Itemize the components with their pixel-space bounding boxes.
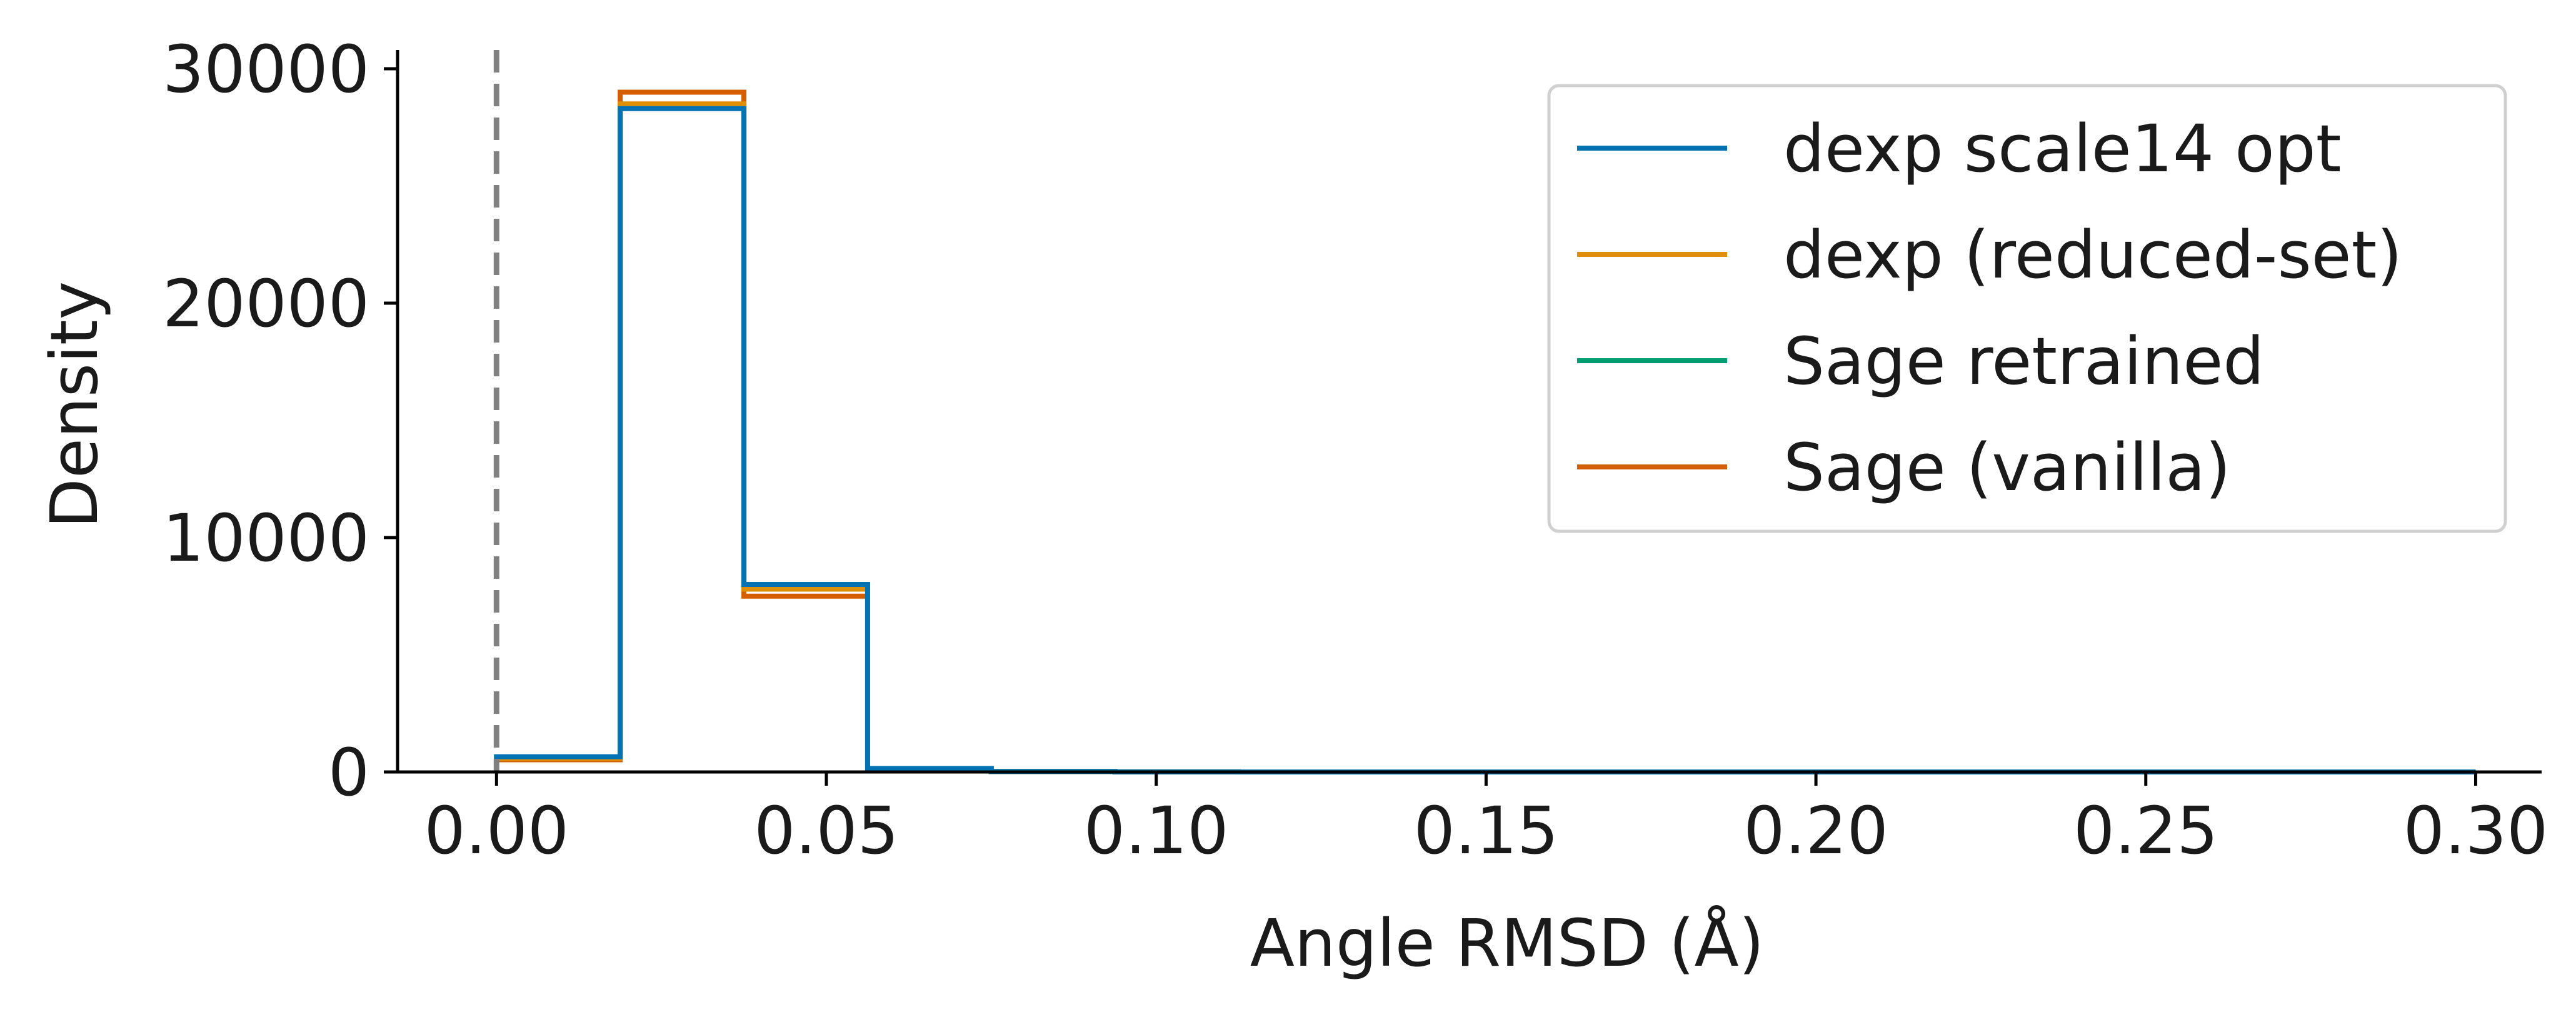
y-tick-label: 30000 [163, 31, 369, 108]
x-tick-label: 0.30 [2403, 793, 2548, 869]
x-tick-label: 0.25 [2073, 793, 2218, 869]
x-axis-label: Angle RMSD (Å) [1250, 905, 1764, 981]
y-tick-label: 0 [328, 734, 369, 811]
x-tick-label: 0.10 [1084, 793, 1229, 869]
legend-label: Sage retrained [1783, 323, 2264, 399]
x-tick-label: 0.15 [1414, 793, 1559, 869]
x-tick-label: 0.05 [754, 793, 899, 869]
legend-box [1547, 84, 2507, 533]
y-tick-label: 20000 [163, 266, 369, 342]
legend-label: Sage (vanilla) [1783, 429, 2231, 506]
legend: dexp scale14 opt dexp (reduced-set) Sage r… [1547, 84, 2507, 533]
y-tick-label: 10000 [163, 500, 369, 576]
legend-label: dexp (reduced-set) [1783, 217, 2402, 293]
legend-label: dexp scale14 opt [1783, 111, 2342, 187]
y-axis-label: Density [36, 281, 113, 528]
axes: 0.00 0.05 0.10 0.15 0.20 0.25 0.30 0 10000 20000 3… [163, 31, 2548, 869]
x-tick-label: 0.20 [1743, 793, 1888, 869]
x-tick-label: 0.00 [424, 793, 569, 869]
